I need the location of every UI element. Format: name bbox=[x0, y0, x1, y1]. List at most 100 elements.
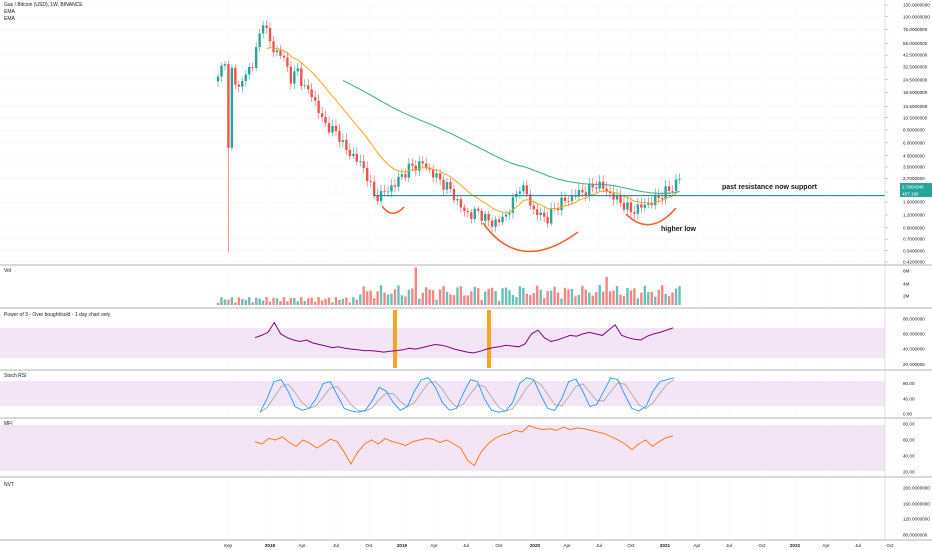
volume-bar bbox=[369, 290, 372, 305]
candle-body bbox=[383, 190, 386, 192]
candle-body bbox=[595, 187, 598, 189]
candle-body bbox=[463, 207, 466, 212]
candle-body bbox=[307, 85, 310, 90]
candle-body bbox=[480, 210, 483, 221]
volume-bar bbox=[584, 289, 588, 305]
volume-bar bbox=[549, 290, 553, 305]
candle-body bbox=[251, 66, 254, 68]
candle-body bbox=[366, 167, 369, 181]
candle-body bbox=[241, 81, 244, 87]
volume-bar bbox=[352, 297, 355, 305]
candle-body bbox=[418, 161, 421, 171]
power-tick-label: 80.000000 bbox=[903, 316, 925, 321]
candle-body bbox=[303, 85, 306, 87]
volume-bar bbox=[445, 291, 449, 305]
price-tick-label: 1.2000000 bbox=[903, 213, 925, 218]
candle-body bbox=[650, 203, 653, 206]
volume-bar bbox=[407, 289, 411, 305]
mfi-band bbox=[0, 425, 885, 471]
nvt-tick-label: 200.0000000 bbox=[903, 486, 930, 491]
time-tick-label: 2021 bbox=[660, 543, 671, 548]
candle-body bbox=[511, 197, 515, 213]
price-tick-label: 3.5000000 bbox=[903, 165, 925, 170]
candle-body bbox=[237, 84, 241, 87]
candle-body bbox=[324, 117, 327, 124]
power-marker-1 bbox=[393, 310, 397, 368]
price-pane[interactable]: past resistance now support higher low bbox=[216, 20, 885, 253]
nvt-title: NVT bbox=[4, 482, 14, 488]
time-tick-label: Oct bbox=[365, 543, 373, 548]
volume-bar bbox=[324, 298, 327, 305]
candle-body bbox=[248, 66, 251, 75]
mfi-pane[interactable] bbox=[0, 425, 885, 471]
candle-body bbox=[522, 185, 525, 192]
volume-bar bbox=[393, 289, 397, 305]
time-tick-label: Oct bbox=[627, 543, 635, 548]
time-tick-label: Jul bbox=[596, 543, 602, 548]
volume-bar bbox=[272, 297, 275, 305]
volume-bar bbox=[275, 298, 279, 305]
volume-bar bbox=[230, 297, 234, 305]
volume-bar bbox=[588, 292, 591, 305]
volume-bar bbox=[570, 288, 574, 305]
axes: 130.0000000 100.0000000 75.0000000 55.00000… bbox=[224, 0, 930, 548]
volume-bar bbox=[404, 296, 407, 305]
stoch-rsi-pane[interactable] bbox=[0, 377, 885, 413]
volume-bar bbox=[581, 285, 584, 305]
volume-bar bbox=[567, 289, 570, 305]
power-of-3-pane[interactable] bbox=[0, 310, 885, 368]
volume-bar bbox=[442, 286, 445, 305]
candle-body bbox=[508, 212, 511, 215]
candle-body bbox=[414, 165, 417, 171]
ema-label-2: EMA bbox=[4, 16, 15, 22]
volume-bar bbox=[529, 295, 532, 305]
volume-bar bbox=[359, 294, 362, 305]
volume-bar bbox=[640, 292, 643, 305]
volume-bar bbox=[248, 297, 251, 305]
candle-body bbox=[258, 33, 261, 48]
volume-bar bbox=[383, 292, 386, 305]
candle-body bbox=[501, 216, 504, 223]
volume-bar bbox=[418, 298, 421, 305]
candle-body bbox=[577, 190, 581, 197]
volume-bar bbox=[254, 297, 258, 305]
volume-bar bbox=[414, 267, 417, 305]
candle-body bbox=[317, 100, 320, 114]
volume-bar bbox=[348, 302, 352, 305]
candle-body bbox=[643, 204, 647, 208]
candle-body bbox=[320, 113, 324, 118]
price-tick-label: 32.5000000 bbox=[903, 65, 928, 70]
volume-bar bbox=[591, 295, 594, 305]
volume-bar bbox=[372, 298, 376, 305]
volume-bar bbox=[390, 293, 393, 305]
candle-body bbox=[591, 184, 594, 188]
volume-bar bbox=[553, 286, 556, 305]
volume-bar bbox=[494, 291, 497, 305]
volume-bar bbox=[650, 291, 653, 305]
candle-body bbox=[570, 195, 574, 202]
candle-body bbox=[622, 202, 626, 210]
pane-dividers bbox=[0, 264, 932, 541]
stoch-d-line bbox=[259, 379, 675, 413]
volume-pane[interactable] bbox=[216, 267, 681, 305]
curve-low-2 bbox=[482, 222, 579, 253]
candle-body bbox=[487, 214, 490, 221]
candle-body bbox=[608, 191, 612, 194]
volume-bar bbox=[563, 287, 567, 305]
candle-body bbox=[286, 57, 289, 67]
candle-body bbox=[348, 149, 352, 156]
volume-bar bbox=[605, 276, 608, 305]
candle-body bbox=[327, 123, 331, 133]
candle-body bbox=[393, 185, 397, 187]
volume-bar bbox=[456, 287, 459, 305]
volume-bar bbox=[303, 300, 306, 305]
volume-bar bbox=[261, 300, 265, 305]
candle-body bbox=[390, 185, 393, 192]
candle-body bbox=[272, 41, 275, 53]
power-band bbox=[0, 328, 885, 358]
vol-tick-label: 2M bbox=[903, 294, 910, 299]
candle-body bbox=[268, 27, 272, 42]
volume-bar bbox=[622, 296, 626, 305]
candle-body bbox=[518, 191, 522, 194]
